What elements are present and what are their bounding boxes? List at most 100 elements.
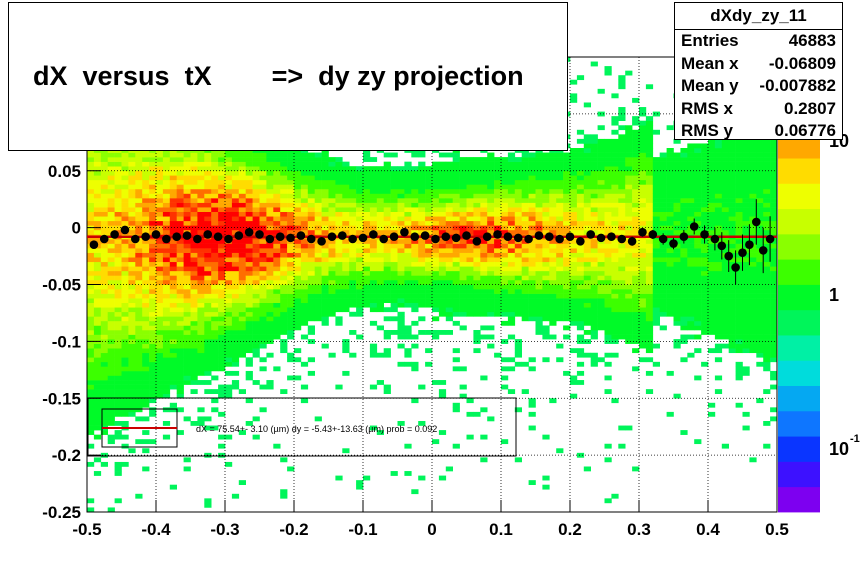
- heatmap-cell: [507, 198, 516, 203]
- heatmap-cell: [100, 298, 108, 303]
- heatmap-cell: [135, 393, 143, 399]
- heatmap-cell: [135, 361, 143, 367]
- heatmap-cell: [100, 293, 108, 299]
- heatmap-cell: [487, 211, 495, 217]
- heatmap-cell: [687, 266, 695, 272]
- heatmap-cell: [425, 211, 433, 217]
- heatmap-cell: [528, 357, 536, 363]
- heatmap-cell: [418, 188, 426, 194]
- heatmap-cell: [570, 307, 578, 313]
- heatmap-cell: [307, 188, 315, 194]
- heatmap-cell: [100, 389, 108, 394]
- heatmap-cell: [563, 225, 571, 231]
- heatmap-cell: [438, 266, 447, 272]
- heatmap-cell: [211, 425, 219, 431]
- heatmap-cell: [666, 270, 674, 276]
- heatmap-cell: [142, 343, 150, 349]
- heatmap-cell: [149, 330, 157, 335]
- heatmap-cell: [211, 279, 219, 285]
- heatmap-cell: [645, 261, 654, 267]
- heatmap-cell: [93, 402, 102, 408]
- heatmap-cell: [714, 193, 723, 199]
- heatmap-cell: [714, 298, 723, 303]
- heatmap-cell: [597, 148, 605, 153]
- heatmap-cell: [687, 202, 695, 208]
- heatmap-cell: [128, 384, 136, 390]
- heatmap-cell: [404, 179, 412, 185]
- heatmap-cell: [411, 207, 419, 212]
- heatmap-cell: [259, 307, 267, 313]
- heatmap-cell: [576, 175, 585, 181]
- heatmap-cell: [618, 143, 626, 149]
- heatmap-cell: [556, 311, 564, 317]
- heatmap-cell: [632, 138, 640, 144]
- heatmap-cell: [583, 134, 591, 140]
- heatmap-cell: [211, 307, 219, 313]
- heatmap-cell: [494, 352, 502, 358]
- heatmap-cell: [87, 380, 95, 385]
- heatmap-cell: [390, 198, 398, 203]
- heatmap-cell: [549, 220, 557, 226]
- heatmap-cell: [438, 161, 447, 167]
- heatmap-cell: [383, 330, 391, 335]
- heatmap-cell: [294, 220, 302, 226]
- heatmap-cell: [342, 343, 350, 349]
- heatmap-cell: [521, 193, 529, 199]
- heatmap-cell: [176, 357, 184, 363]
- heatmap-cell: [183, 457, 191, 463]
- heatmap-cell: [687, 320, 695, 326]
- heatmap-cell: [701, 330, 709, 335]
- heatmap-cell: [211, 398, 219, 404]
- heatmap-cell: [604, 252, 612, 258]
- heatmap-cell: [487, 270, 495, 276]
- heatmap-cell: [645, 302, 654, 308]
- heatmap-cell: [128, 307, 136, 313]
- heatmap-cell: [659, 302, 667, 308]
- heatmap-cell: [176, 279, 184, 285]
- heatmap-cell: [714, 184, 723, 190]
- heatmap-cell: [590, 266, 598, 272]
- heatmap-cell: [114, 361, 122, 367]
- heatmap-cell: [328, 293, 336, 299]
- heatmap-cell: [300, 252, 309, 258]
- heatmap-cell: [549, 284, 557, 290]
- heatmap-cell: [625, 252, 633, 258]
- heatmap-cell: [383, 161, 391, 167]
- heatmap-cell: [549, 188, 557, 194]
- heatmap-cell: [659, 229, 667, 235]
- heatmap-cell: [93, 380, 102, 385]
- heatmap-cell: [335, 157, 343, 162]
- heatmap-cell: [238, 207, 246, 212]
- heatmap-cell: [363, 239, 371, 244]
- heatmap-cell: [169, 270, 177, 276]
- heatmap-cell: [280, 339, 288, 344]
- heatmap-cell: [687, 216, 695, 222]
- heatmap-cell: [238, 175, 246, 181]
- heatmap-cell: [625, 188, 633, 194]
- heatmap-cell: [252, 193, 260, 199]
- heatmap-cell: [266, 170, 274, 176]
- heatmap-cell: [328, 229, 336, 235]
- heatmap-cell: [576, 170, 585, 176]
- heatmap-cell: [632, 129, 640, 135]
- heatmap-cell: [307, 207, 315, 212]
- heatmap-cell: [583, 275, 591, 281]
- heatmap-cell: [121, 384, 129, 390]
- heatmap-cell: [514, 307, 522, 313]
- heatmap-cell: [625, 125, 633, 131]
- heatmap-cell: [425, 216, 433, 222]
- heatmap-cell: [514, 257, 522, 263]
- heatmap-cell: [673, 193, 681, 199]
- heatmap-cell: [397, 211, 405, 217]
- heatmap-cell: [383, 207, 391, 212]
- heatmap-cell: [632, 339, 640, 344]
- heatmap-cell: [604, 248, 612, 253]
- heatmap-cell: [590, 275, 598, 281]
- heatmap-cell: [632, 148, 640, 153]
- heatmap-cell: [356, 257, 364, 263]
- heatmap-cell: [694, 193, 702, 199]
- heatmap-cell: [87, 211, 95, 217]
- heatmap-cell: [156, 393, 164, 399]
- heatmap-cell: [397, 421, 405, 426]
- heatmap-cell: [93, 411, 102, 417]
